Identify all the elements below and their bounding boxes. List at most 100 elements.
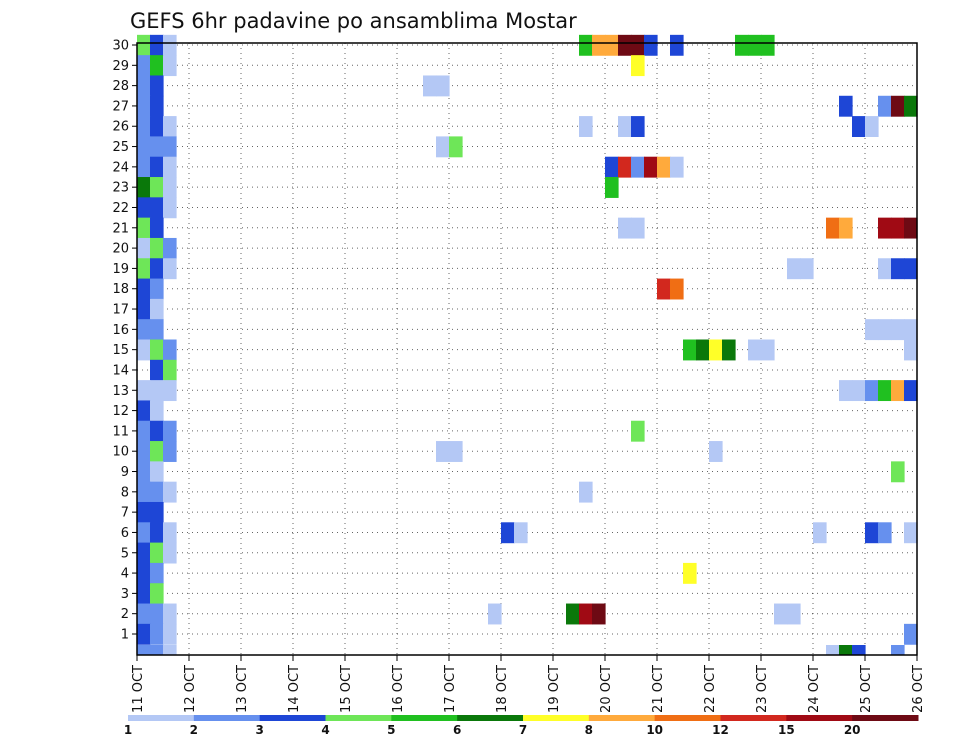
precip-cell xyxy=(566,603,580,625)
colorbar-segment xyxy=(852,715,919,721)
precip-cell xyxy=(163,380,177,402)
precip-cell xyxy=(891,258,905,280)
y-tick-label: 18 xyxy=(112,282,129,297)
y-tick-label: 29 xyxy=(112,59,129,74)
colorbar-segment xyxy=(588,715,656,721)
precip-cell xyxy=(150,562,164,584)
precip-cell xyxy=(150,55,164,77)
x-tick-label: 22 OCT xyxy=(703,665,718,713)
y-tick-label: 6 xyxy=(121,526,129,541)
precip-cell xyxy=(891,461,905,483)
x-tick-label: 18 OCT xyxy=(495,665,510,713)
precip-cell xyxy=(709,339,723,361)
precip-cell xyxy=(735,34,749,56)
colorbar-label: 7 xyxy=(519,723,527,737)
y-tick-label: 13 xyxy=(112,384,129,399)
x-tick-label: 24 OCT xyxy=(807,665,822,713)
precip-cell xyxy=(618,116,632,137)
precip-cell xyxy=(150,75,164,97)
precip-cell xyxy=(592,603,606,625)
precip-cell xyxy=(865,380,879,402)
precip-cell xyxy=(436,75,450,97)
precip-cell xyxy=(631,420,645,442)
precip-cell xyxy=(137,380,151,402)
colorbar-segment xyxy=(457,715,524,721)
precip-cell xyxy=(826,217,840,239)
precip-cell xyxy=(657,156,671,178)
y-tick-label: 4 xyxy=(121,567,129,582)
x-tick-label: 20 OCT xyxy=(599,665,614,713)
precip-cell xyxy=(150,441,164,462)
precip-cell xyxy=(163,258,177,280)
precip-cell-bottom xyxy=(150,645,164,655)
precip-cell xyxy=(891,95,905,117)
precip-cell xyxy=(150,400,164,422)
precip-cell xyxy=(709,441,723,462)
precip-cell xyxy=(163,522,177,544)
precip-cell xyxy=(137,441,151,462)
precip-cell xyxy=(137,116,151,137)
precip-cell xyxy=(137,542,151,564)
precip-cell xyxy=(436,136,450,158)
x-tick-label: 16 OCT xyxy=(391,665,406,713)
precip-cell xyxy=(137,95,151,117)
y-tick-label: 3 xyxy=(121,587,129,602)
precip-cell xyxy=(696,339,710,361)
y-tick-label: 26 xyxy=(112,120,129,135)
precip-cell xyxy=(137,237,151,259)
precip-cell xyxy=(852,380,866,402)
precip-cell xyxy=(163,420,177,442)
precip-cell xyxy=(904,380,918,402)
colorbar-segment xyxy=(654,715,721,721)
x-tick-label: 12 OCT xyxy=(183,665,198,713)
precip-cell xyxy=(800,258,814,280)
precip-cell xyxy=(644,156,658,178)
precip-cell xyxy=(150,258,164,280)
y-tick-label: 27 xyxy=(112,99,129,114)
precip-cell-bottom xyxy=(826,645,840,655)
y-tick-label: 14 xyxy=(112,363,129,378)
precip-cell xyxy=(579,481,593,503)
precip-cell xyxy=(150,34,164,56)
precip-cell xyxy=(163,603,177,625)
precipitation-cells xyxy=(137,34,918,655)
precip-cell xyxy=(436,441,450,462)
x-tick-label: 17 OCT xyxy=(443,665,458,713)
precip-cell xyxy=(163,136,177,158)
precip-cell xyxy=(670,278,684,300)
precip-cell xyxy=(150,420,164,442)
precip-cell xyxy=(670,156,684,178)
y-axis: 1234567891011121314151617181920212223242… xyxy=(112,39,137,643)
x-axis: 11 OCT 12 OCT 13 OCT 14 OCT 15 OCT 16 OCT 17 O… xyxy=(131,655,926,713)
colorbar-label: 10 xyxy=(646,723,663,737)
y-tick-label: 2 xyxy=(121,607,129,622)
precip-cell xyxy=(163,34,177,56)
precip-cell-bottom xyxy=(137,645,151,655)
precip-cell xyxy=(137,420,151,442)
y-tick-label: 5 xyxy=(121,546,129,561)
precip-cell-bottom xyxy=(891,645,905,655)
colorbar-label: 5 xyxy=(387,723,395,737)
precip-cell xyxy=(891,380,905,402)
precip-cell xyxy=(163,156,177,178)
precip-cell xyxy=(878,380,892,402)
precip-cell xyxy=(605,34,619,56)
precip-cell xyxy=(579,116,593,137)
colorbar-label: 4 xyxy=(321,723,329,737)
precip-cell xyxy=(618,34,632,56)
precip-cell xyxy=(631,217,645,239)
x-tick-label: 14 OCT xyxy=(287,665,302,713)
y-tick-label: 20 xyxy=(112,242,129,257)
precip-cell xyxy=(150,501,164,523)
precip-cell xyxy=(150,583,164,605)
precip-cell xyxy=(150,461,164,483)
precip-cell xyxy=(761,339,775,361)
precip-cell xyxy=(137,461,151,483)
y-tick-label: 25 xyxy=(112,140,129,155)
precip-cell xyxy=(163,339,177,361)
y-tick-label: 12 xyxy=(112,404,129,419)
precip-cell xyxy=(150,217,164,239)
colorbar-label: 1 xyxy=(124,723,132,737)
precip-cell xyxy=(137,34,151,56)
x-tick-label: 11 OCT xyxy=(131,665,146,713)
